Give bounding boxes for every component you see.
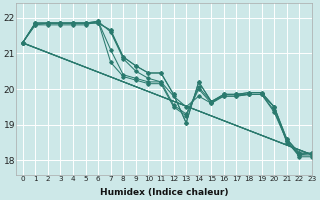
X-axis label: Humidex (Indice chaleur): Humidex (Indice chaleur) [100, 188, 228, 197]
